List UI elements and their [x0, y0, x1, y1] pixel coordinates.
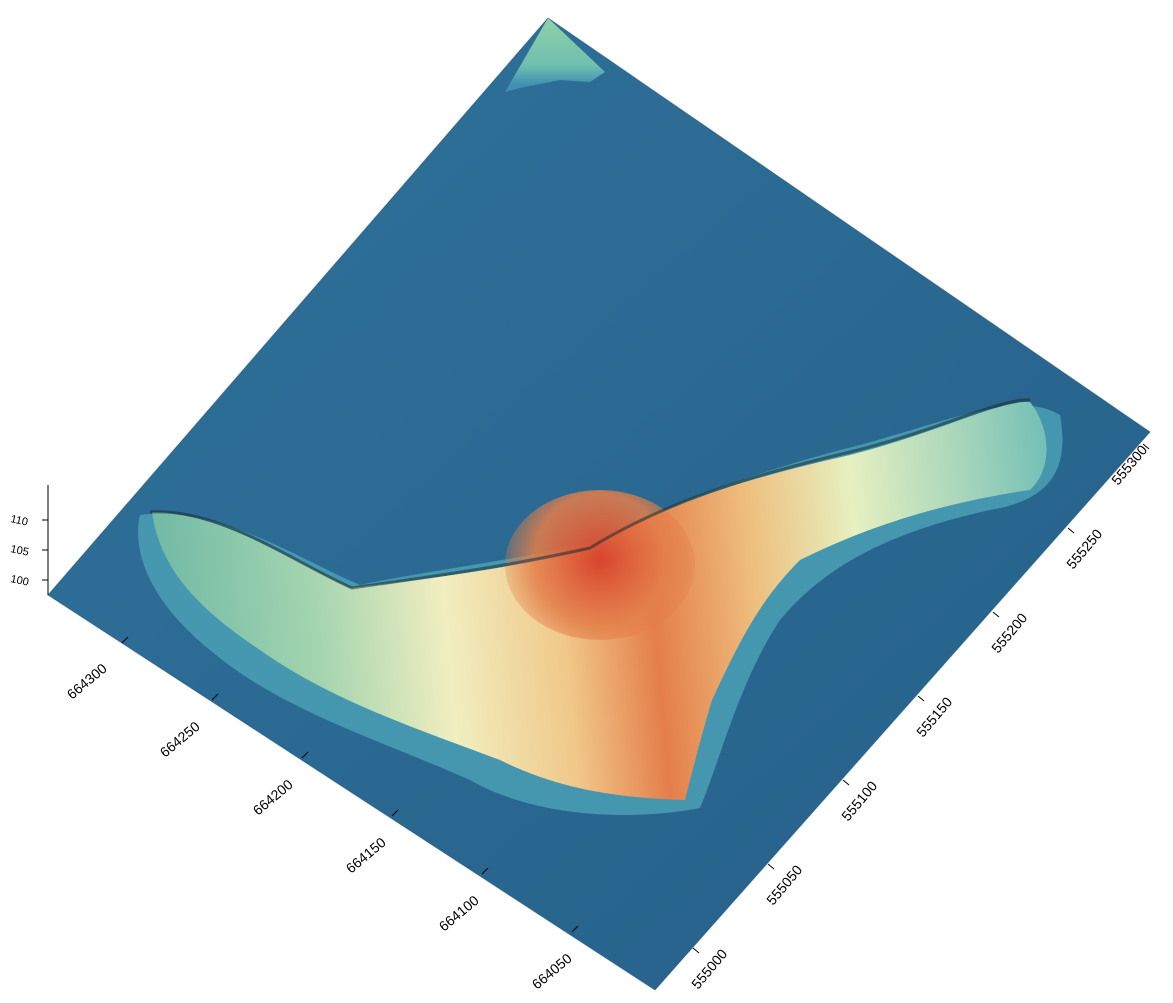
ridge-crest-shadow	[149, 398, 1031, 590]
y-tick-label: 555050	[763, 862, 805, 908]
ridge-peak	[505, 490, 695, 640]
x-tick-label: 664300	[64, 660, 110, 702]
y-tick-label: 555150	[913, 694, 955, 740]
x-tick-label: 664050	[529, 950, 575, 992]
x-tick-label: 664200	[250, 776, 296, 818]
y-tick-label: 555000	[688, 946, 730, 992]
z-tick-label: 100	[9, 573, 29, 589]
z-axis: 110 105 100	[9, 485, 49, 595]
corner-highland	[505, 18, 605, 92]
y-tick-label: 555200	[988, 610, 1030, 656]
y-tick-label: 555250	[1063, 526, 1105, 572]
y-tick-label: 555100	[838, 778, 880, 824]
z-tick-label: 105	[9, 543, 29, 559]
x-tick-label: 664250	[157, 718, 203, 760]
x-tick-label: 664100	[436, 892, 482, 934]
x-tick-label: 664150	[343, 834, 389, 876]
surface-frame	[47, 17, 1151, 991]
z-tick-label: 110	[9, 513, 29, 528]
